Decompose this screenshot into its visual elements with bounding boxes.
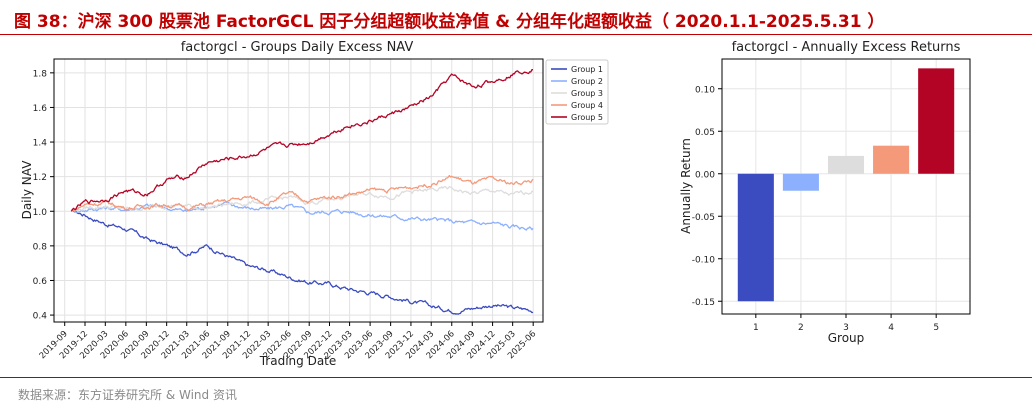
y-tick-label: 0.05 <box>695 128 715 138</box>
bar-chart-xlabel: Group <box>828 331 865 345</box>
y-tick-label: 0.10 <box>695 85 715 95</box>
legend-label: Group 3 <box>571 89 603 98</box>
y-tick-label: 0.4 <box>33 312 48 322</box>
line-chart-legend: Group 1 Group 2 Group 3 Group 4 Group 5 <box>545 59 609 125</box>
line-chart-y-axis: 0.4 0.6 0.8 1.0 1.2 1.4 1.6 1.8 <box>33 69 54 322</box>
footer-divider <box>0 377 1032 378</box>
bar-group-4 <box>873 145 910 174</box>
y-tick-label: 1.8 <box>33 69 48 79</box>
x-tick-label: 1 <box>753 323 759 333</box>
bar-group-2 <box>782 173 819 191</box>
y-tick-label: 1.4 <box>33 139 48 149</box>
x-tick-label: 4 <box>888 323 894 333</box>
series-line-4 <box>70 174 534 212</box>
bar-group-3 <box>827 155 865 174</box>
line-chart-xlabel: Trading Date <box>259 354 337 368</box>
bar-chart-ylabel: Annually Return <box>679 138 693 234</box>
y-tick-label: -0.05 <box>692 213 715 223</box>
bar-chart-title: factorgcl - Annually Excess Returns <box>732 40 961 55</box>
figure-title: 图 38：沪深 300 股票池 FactorGCL 因子分组超额收益净值 & 分… <box>14 12 885 32</box>
y-tick-label: 1.2 <box>33 173 47 183</box>
bar-chart-x-axis: 1 2 3 4 5 <box>753 314 939 333</box>
y-tick-label: 0.6 <box>33 277 48 287</box>
bar-group-5 <box>918 68 955 174</box>
legend-label: Group 5 <box>571 113 603 122</box>
y-tick-label: 0.00 <box>695 170 715 180</box>
line-chart-series <box>70 69 534 315</box>
legend-label: Group 2 <box>571 77 603 86</box>
y-tick-label: 1.0 <box>33 208 48 218</box>
bar-group-1 <box>737 173 774 302</box>
series-line-1 <box>70 208 534 315</box>
source-note: 数据来源：东方证券研究所 & Wind 资讯 <box>18 388 237 402</box>
x-tick-label: 2 <box>798 323 804 333</box>
bar-chart-y-axis: -0.15 -0.10 -0.05 0.00 0.05 0.10 <box>692 85 722 308</box>
line-chart-grid <box>54 59 543 322</box>
y-tick-label: 1.6 <box>33 104 48 114</box>
x-tick-label: 3 <box>843 323 849 333</box>
bar-chart-bars <box>737 68 955 302</box>
legend-label: Group 4 <box>571 101 603 110</box>
y-tick-label: -0.15 <box>692 298 715 308</box>
legend-label: Group 1 <box>571 65 603 74</box>
y-tick-label: 0.8 <box>33 242 48 252</box>
line-chart-frame <box>53 58 544 323</box>
series-line-5 <box>70 69 533 212</box>
x-tick-label: 5 <box>933 323 939 333</box>
header-divider <box>0 34 1032 35</box>
legend-box <box>545 59 609 125</box>
series-line-2 <box>71 201 534 231</box>
y-tick-label: -0.10 <box>692 255 716 265</box>
line-chart-ylabel: Daily NAV <box>20 160 34 220</box>
line-chart-title: factorgcl - Groups Daily Excess NAV <box>181 40 414 55</box>
